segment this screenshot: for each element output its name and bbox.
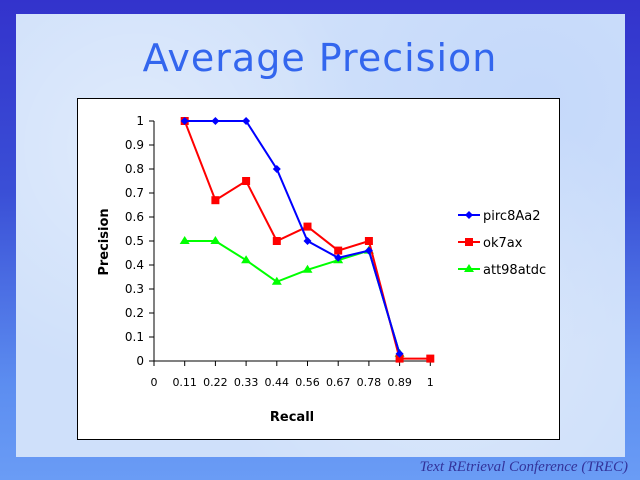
y-tick-label: 0.8 xyxy=(125,162,144,176)
y-tick-label: 0.5 xyxy=(125,234,144,248)
series-line-att98atdc xyxy=(184,240,401,355)
y-tick-label: 0.4 xyxy=(125,258,144,272)
legend: pirc8Aa2 ok7ax att98atdc xyxy=(458,209,546,278)
data-point-pirc8Aa2 xyxy=(364,246,373,255)
data-point-att98atdc xyxy=(302,264,313,273)
data-point-ok7ax xyxy=(334,246,343,255)
legend-marker-att98atdc xyxy=(464,264,474,272)
data-point-att98atdc xyxy=(271,276,282,285)
data-point-ok7ax xyxy=(272,237,281,245)
x-tick-label: 0.44 xyxy=(265,376,290,389)
series-group xyxy=(179,117,435,363)
x-tick-label: 0 xyxy=(151,376,158,389)
y-tick-label: 0.7 xyxy=(125,186,144,200)
y-tick-label: 0.9 xyxy=(125,138,144,152)
data-point-ok7ax xyxy=(211,196,220,205)
legend-marker-ok7ax xyxy=(465,238,473,246)
data-point-att98atdc xyxy=(179,236,190,244)
x-tick-label: 0.67 xyxy=(326,376,351,389)
y-tick-label: 0.2 xyxy=(125,306,144,320)
legend-label-ok7ax: ok7ax xyxy=(483,236,523,251)
y-axis-label: Precision xyxy=(97,208,112,275)
data-point-pirc8Aa2 xyxy=(272,165,281,173)
data-point-pirc8Aa2 xyxy=(334,253,343,262)
series-line-pirc8Aa2 xyxy=(184,120,401,355)
x-tick-label: 0.22 xyxy=(203,376,228,389)
data-point-ok7ax xyxy=(426,354,435,363)
x-tick-label: 0.89 xyxy=(387,376,412,389)
y-tick-label: 0 xyxy=(136,354,144,368)
legend-marker-pirc8Aa2 xyxy=(465,211,473,219)
data-point-ok7ax xyxy=(303,222,312,231)
data-point-pirc8Aa2 xyxy=(242,117,251,125)
x-tick-label: 0.33 xyxy=(234,376,259,389)
x-tick-label: 1 xyxy=(427,376,434,389)
line-chart: 0 0.1 0.2 0.3 0.4 0.5 0.6 0.7 0.8 0.9 1 0 0.11 0.22 0.… xyxy=(97,114,546,425)
data-point-att98atdc xyxy=(210,236,221,244)
footer-caption: Text REtrieval Conference (TREC) xyxy=(419,459,628,475)
chart-area: 0 0.1 0.2 0.3 0.4 0.5 0.6 0.7 0.8 0.9 1 0 0.11 0.22 0.… xyxy=(77,98,560,440)
y-tick-label: 0.1 xyxy=(125,330,144,344)
data-point-ok7ax xyxy=(364,237,373,245)
data-point-pirc8Aa2 xyxy=(395,349,404,358)
x-tick-label: 0.56 xyxy=(295,376,320,389)
data-point-ok7ax xyxy=(395,354,404,363)
x-axis-label: Recall xyxy=(270,410,314,425)
y-tick-label: 1 xyxy=(136,114,144,128)
data-point-att98atdc xyxy=(241,255,252,264)
axes: 0 0.1 0.2 0.3 0.4 0.5 0.6 0.7 0.8 0.9 1 0 0.11 0.22 0.… xyxy=(125,114,434,389)
legend-label-pirc8Aa2: pirc8Aa2 xyxy=(483,209,540,224)
legend-label-att98atdc: att98atdc xyxy=(483,263,546,278)
y-tick-label: 0.3 xyxy=(125,282,144,296)
data-point-pirc8Aa2 xyxy=(180,117,189,125)
slide-title: Average Precision xyxy=(142,36,498,80)
y-tick-label: 0.6 xyxy=(125,210,144,224)
data-point-pirc8Aa2 xyxy=(303,237,312,245)
x-tick-label: 0.11 xyxy=(172,376,197,389)
data-point-ok7ax xyxy=(242,177,251,185)
data-point-pirc8Aa2 xyxy=(211,117,220,125)
x-tick-label: 0.78 xyxy=(357,376,382,389)
